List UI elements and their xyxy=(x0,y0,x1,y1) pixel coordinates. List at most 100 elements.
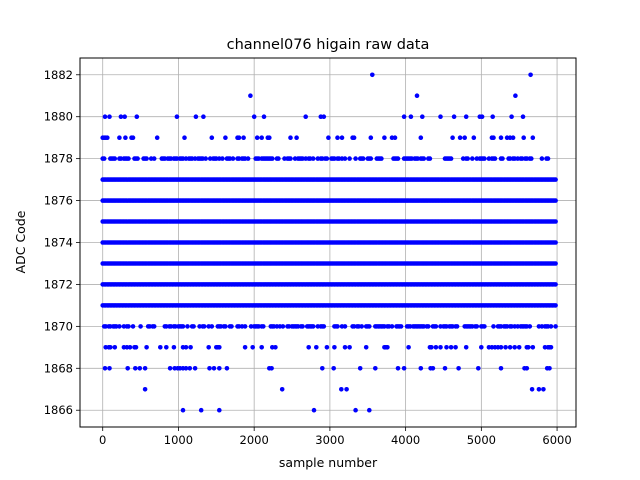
data-point xyxy=(444,345,449,350)
data-point xyxy=(151,324,157,329)
data-point xyxy=(105,135,110,140)
chart-title: channel076 higain raw data xyxy=(227,37,430,53)
data-point xyxy=(509,114,514,119)
data-point xyxy=(536,387,542,392)
data-point xyxy=(389,324,395,329)
y-tick-label: 1882 xyxy=(44,68,73,82)
data-point xyxy=(144,156,149,161)
data-point xyxy=(530,345,536,350)
data-point xyxy=(541,387,546,392)
data-point xyxy=(421,156,427,161)
data-point xyxy=(261,114,267,119)
data-point xyxy=(553,240,558,245)
data-point xyxy=(180,324,186,329)
data-point xyxy=(503,345,508,350)
data-point xyxy=(321,324,327,329)
data-point xyxy=(463,114,469,119)
data-point xyxy=(201,324,207,329)
x-tick-label: 6000 xyxy=(542,433,571,447)
data-point xyxy=(342,345,348,350)
data-point xyxy=(539,156,545,161)
data-point xyxy=(193,114,199,119)
data-point xyxy=(164,345,169,350)
data-point xyxy=(498,135,504,140)
data-point xyxy=(276,156,281,161)
data-point xyxy=(357,366,363,371)
data-point xyxy=(448,345,454,350)
data-point xyxy=(242,345,248,350)
data-point xyxy=(385,345,390,350)
y-tick-label: 1866 xyxy=(44,403,73,417)
data-point xyxy=(401,366,407,371)
y-tick-label: 1874 xyxy=(44,236,73,250)
data-point xyxy=(311,407,317,413)
data-point xyxy=(183,345,189,350)
data-point xyxy=(167,366,173,371)
data-point xyxy=(310,324,316,329)
data-point xyxy=(363,345,369,350)
data-point xyxy=(553,198,558,203)
data-point xyxy=(112,345,118,350)
data-point xyxy=(174,114,180,119)
data-point xyxy=(125,366,130,371)
data-point xyxy=(367,407,372,413)
y-tick-label: 1880 xyxy=(44,110,73,124)
data-point xyxy=(324,345,330,350)
data-point xyxy=(314,345,319,350)
data-point xyxy=(528,72,533,78)
data-point xyxy=(192,366,198,371)
data-point xyxy=(130,135,136,140)
data-point xyxy=(220,156,225,161)
data-point xyxy=(491,324,496,329)
data-point xyxy=(138,324,143,329)
data-point xyxy=(288,135,293,140)
data-point xyxy=(453,345,458,350)
data-point xyxy=(456,366,461,371)
data-point xyxy=(526,345,531,350)
y-tick-label: 1872 xyxy=(44,277,73,291)
data-point xyxy=(470,156,475,161)
data-point xyxy=(107,114,112,119)
data-point xyxy=(211,366,217,371)
data-point xyxy=(498,345,504,350)
data-point xyxy=(259,135,265,140)
data-point xyxy=(101,156,107,161)
data-point xyxy=(118,114,124,119)
data-point xyxy=(217,366,222,371)
x-axis-label: sample number xyxy=(279,455,378,470)
data-point xyxy=(123,135,128,140)
data-point xyxy=(342,324,348,329)
data-point xyxy=(450,135,455,140)
data-point xyxy=(438,114,443,119)
data-point xyxy=(471,135,477,140)
data-point xyxy=(151,156,157,161)
data-point xyxy=(426,324,431,329)
data-point xyxy=(112,156,118,161)
data-point xyxy=(476,366,481,371)
data-point xyxy=(133,345,139,350)
data-point xyxy=(182,135,187,140)
data-point xyxy=(144,345,149,350)
data-point xyxy=(367,324,372,329)
data-point xyxy=(137,366,143,371)
data-point xyxy=(154,135,160,140)
data-point xyxy=(108,345,113,350)
data-point xyxy=(270,156,275,161)
data-point xyxy=(359,324,365,329)
data-point xyxy=(242,324,248,329)
data-point xyxy=(142,387,148,392)
data-point xyxy=(310,156,316,161)
data-point xyxy=(418,135,424,140)
data-point xyxy=(326,135,331,140)
data-point xyxy=(288,156,293,161)
data-point xyxy=(360,156,366,161)
data-point xyxy=(130,324,136,329)
data-point xyxy=(368,135,374,140)
data-point xyxy=(171,345,177,350)
data-point xyxy=(457,135,463,140)
data-point xyxy=(142,366,148,371)
data-point xyxy=(433,345,439,350)
data-point xyxy=(324,156,330,161)
data-point xyxy=(217,345,222,350)
data-point xyxy=(513,93,518,98)
